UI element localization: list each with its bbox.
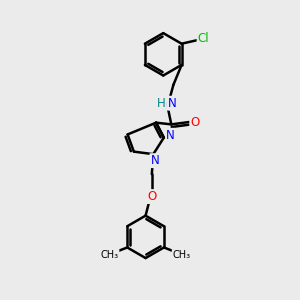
Text: Cl: Cl — [198, 32, 209, 45]
Text: CH₃: CH₃ — [100, 250, 118, 260]
Text: N: N — [166, 129, 175, 142]
Text: N: N — [150, 154, 159, 167]
Text: CH₃: CH₃ — [172, 250, 191, 260]
Text: O: O — [147, 190, 157, 203]
Text: N: N — [168, 97, 177, 110]
Text: O: O — [190, 116, 200, 128]
Text: H: H — [157, 97, 166, 110]
